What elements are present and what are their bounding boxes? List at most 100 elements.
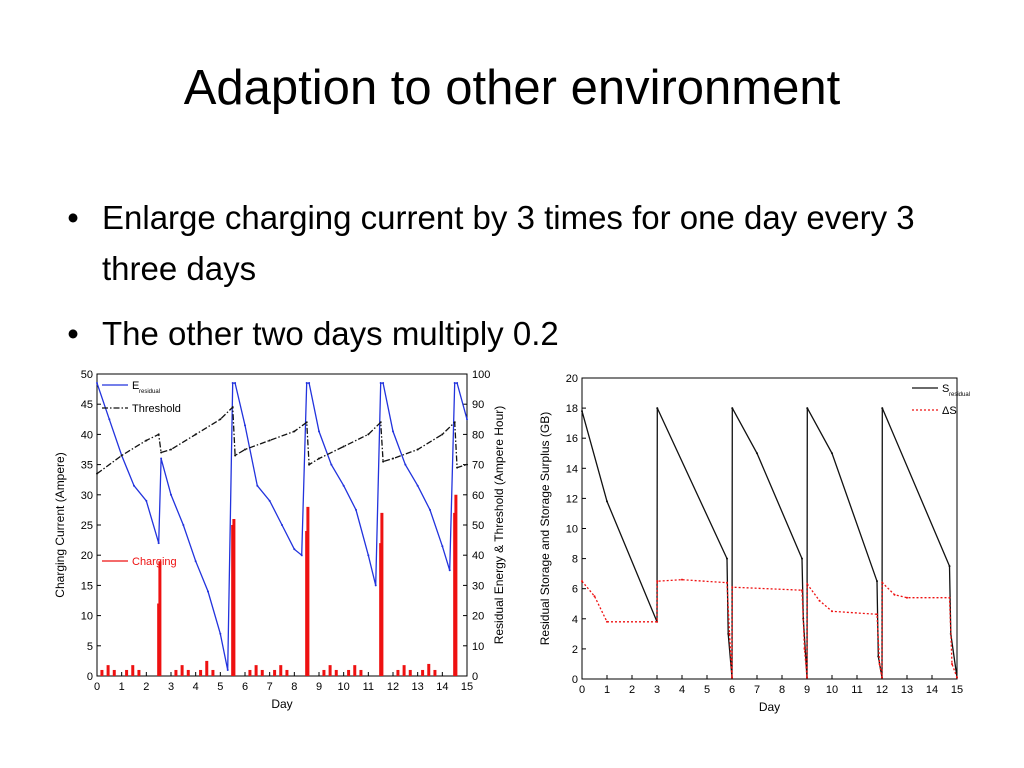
series-s-point [726, 581, 728, 584]
series-e-point [281, 524, 283, 526]
series-e-point [392, 430, 394, 433]
series-s-point [803, 647, 806, 650]
legend-label-subscript: residual [949, 392, 970, 398]
series-e-point [293, 548, 296, 551]
x-tick-label: 3 [654, 684, 660, 696]
series-s-point [801, 557, 803, 560]
series-e-point [268, 499, 271, 502]
series-e-point [96, 382, 98, 385]
y-tick-label: 8 [572, 554, 578, 566]
slide-title: Adaption to other environment [183, 61, 841, 115]
series-threshold-point [120, 454, 123, 457]
y-tick-label: 10 [81, 611, 93, 623]
x-tick-label: 1 [119, 681, 125, 693]
series-s-point [731, 676, 733, 679]
y-tick-label: 0 [87, 671, 93, 683]
y-tick-label: 25 [81, 520, 93, 532]
bullet-item: • Enlarge charging current by 3 times fo… [58, 192, 958, 294]
x-tick-label: 15 [461, 681, 473, 693]
bullet-dot-icon: • [67, 315, 79, 352]
y-tick-label: 0 [572, 674, 578, 686]
x-tick-label: 0 [94, 681, 100, 693]
series-s-point [956, 676, 958, 679]
y2-tick-label: 90 [472, 399, 484, 411]
series-threshold-point [194, 433, 197, 436]
series-threshold-point [157, 433, 160, 436]
y2-tick-label: 60 [472, 490, 484, 502]
x-tick-label: 1 [604, 684, 610, 696]
y2-tick-label: 40 [472, 550, 484, 562]
series-e-point [382, 382, 385, 385]
plot-frame [581, 377, 958, 680]
series-threshold-point [382, 460, 385, 463]
series-threshold-point [160, 451, 163, 454]
series-s-point [606, 500, 608, 503]
series-threshold-point [453, 421, 456, 424]
series-threshold-point [367, 433, 370, 436]
series-s-point [893, 593, 896, 596]
y2-tick-label: 50 [472, 520, 484, 532]
x-tick-label: 4 [679, 684, 685, 696]
x-tick-label: 10 [338, 681, 350, 693]
y-tick-label: 12 [566, 493, 578, 505]
series-s-point [806, 407, 809, 410]
y2-tick-label: 100 [472, 369, 490, 381]
y2-tick-label: 10 [472, 641, 484, 653]
x-tick-label: 14 [436, 681, 448, 693]
series-s-point [876, 613, 878, 616]
series-s-point [806, 676, 808, 679]
series-e-point [182, 524, 185, 526]
series-e-point [456, 382, 459, 385]
x-tick-label: 0 [579, 684, 585, 696]
series-threshold-point [145, 439, 148, 442]
y-tick-label: 40 [81, 429, 93, 441]
series-s-point [801, 589, 803, 592]
x-tick-label: 8 [291, 681, 297, 693]
series-e-point [416, 484, 419, 487]
series-e-point [219, 632, 222, 635]
series-s-point [878, 662, 881, 665]
series-threshold-point [96, 472, 98, 475]
series-s-point [831, 452, 833, 455]
series-threshold-point [308, 463, 311, 466]
y-tick-label: 50 [81, 369, 93, 381]
bullet-list: • Enlarge charging current by 3 times fo… [58, 192, 958, 359]
series-e-point [170, 493, 172, 496]
series-threshold-point [234, 454, 237, 457]
legend-label: ΔS [942, 405, 957, 417]
series-threshold-point [268, 439, 271, 442]
series-s-point [581, 410, 583, 413]
series-threshold-point [466, 463, 468, 466]
series-threshold-point [342, 445, 345, 448]
y-tick-label: 6 [572, 584, 578, 596]
x-tick-label: 9 [804, 684, 810, 696]
x-tick-label: 3 [168, 681, 174, 693]
series-s-point [756, 452, 758, 455]
y-tick-label: 20 [566, 373, 578, 385]
x-tick-label: 14 [926, 684, 938, 696]
series-s-point [656, 407, 659, 410]
series-e-point [300, 554, 303, 557]
series-s-point [948, 565, 951, 568]
x-tick-label: 13 [412, 681, 424, 693]
series-s-point [881, 581, 884, 584]
series-s-point [806, 583, 809, 586]
series-s-point [593, 595, 596, 598]
y-axis-label: Charging Current (Ampere) [53, 452, 67, 597]
x-tick-label: 12 [387, 681, 399, 693]
bullet-dot-icon: • [67, 199, 79, 236]
series-s-point [818, 599, 821, 602]
series-threshold-point [170, 448, 172, 451]
series-e-point [244, 424, 246, 427]
series-s-line [581, 579, 958, 678]
x-tick-label: 12 [876, 684, 888, 696]
x-tick-label: 2 [629, 684, 635, 696]
x-tick-label: 5 [704, 684, 710, 696]
series-e-point [234, 382, 237, 385]
series-threshold-point [456, 466, 459, 469]
series-s-point [606, 620, 608, 623]
series-s-point [881, 676, 883, 679]
series-s-point [731, 586, 734, 589]
y2-axis-label: Residual Energy & Threshold (Ampere Hour… [492, 406, 506, 645]
series-threshold-line [96, 405, 468, 475]
